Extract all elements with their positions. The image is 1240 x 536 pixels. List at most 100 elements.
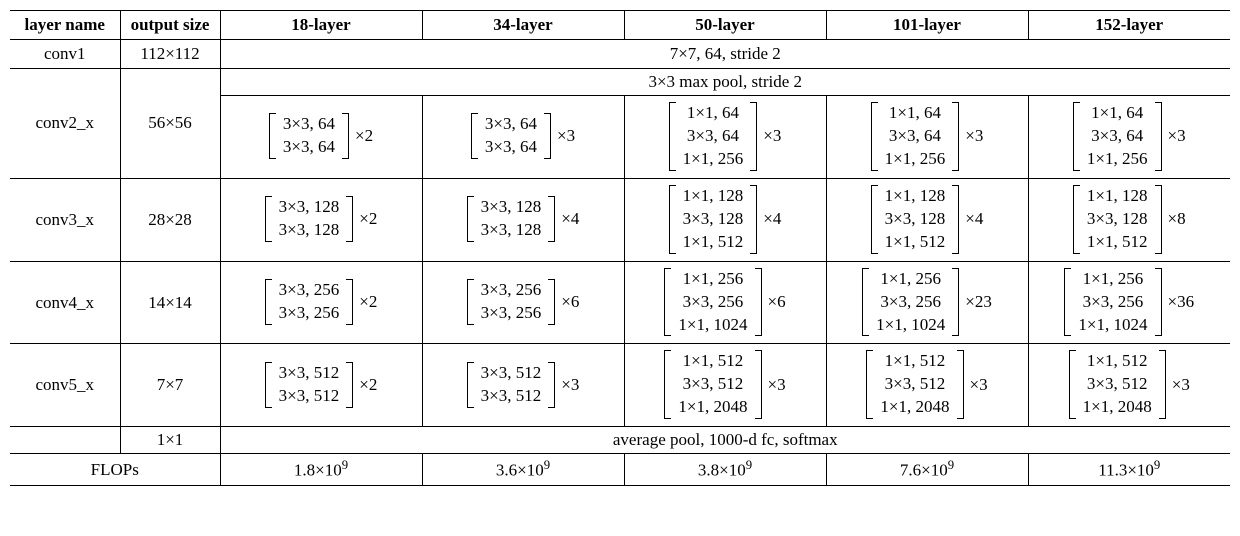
block-line: 1×1, 128 xyxy=(1087,185,1148,208)
block-multiplier: ×3 xyxy=(759,126,781,146)
block-cell: 1×1, 643×3, 641×1, 256 ×3 xyxy=(624,96,826,179)
block-multiplier: ×4 xyxy=(557,209,579,229)
block-multiplier: ×23 xyxy=(961,292,992,312)
block-cell: 1×1, 1283×3, 1281×1, 512 ×4 xyxy=(624,178,826,261)
block-cell: 1×1, 1283×3, 1281×1, 512×8 xyxy=(1028,178,1230,261)
block-line: 3×3, 256 xyxy=(876,291,945,314)
header-net-3: 101-layer xyxy=(826,11,1028,40)
block-line: 1×1, 128 xyxy=(683,185,744,208)
block-line: 3×3, 512 xyxy=(678,373,747,396)
block-line: 1×1, 256 xyxy=(678,268,747,291)
block-cell: 3×3, 643×3, 64×3 xyxy=(422,96,624,179)
block-line: 3×3, 64 xyxy=(1087,125,1148,148)
conv1-name: conv1 xyxy=(10,40,120,69)
block-cell: 1×1, 5123×3, 5121×1, 2048 ×3 xyxy=(826,344,1028,427)
block-line: 3×3, 128 xyxy=(279,196,340,219)
flops-0: 1.8×109 xyxy=(220,454,422,486)
resnet-arch-table: layer name output size 18-layer 34-layer… xyxy=(10,10,1230,486)
block-line: 1×1, 128 xyxy=(885,185,946,208)
block-line: 3×3, 64 xyxy=(485,113,537,136)
block-line: 3×3, 64 xyxy=(683,125,744,148)
block-line: 3×3, 512 xyxy=(880,373,949,396)
block-line: 3×3, 256 xyxy=(279,279,340,302)
header-net-2: 50-layer xyxy=(624,11,826,40)
block-line: 1×1, 256 xyxy=(683,148,744,171)
block-line: 1×1, 1024 xyxy=(1078,314,1147,337)
block-multiplier: ×3 xyxy=(1168,375,1190,395)
block-multiplier: ×2 xyxy=(351,126,373,146)
block-line: 1×1, 64 xyxy=(885,102,946,125)
block-multiplier: ×6 xyxy=(557,292,579,312)
tail-name xyxy=(10,427,120,454)
conv4x-row: conv4_x14×143×3, 2563×3, 256×23×3, 2563×… xyxy=(10,261,1230,344)
block-multiplier: ×6 xyxy=(764,292,786,312)
block-cell: 1×1, 5123×3, 5121×1, 2048×3 xyxy=(1028,344,1230,427)
block-line: 3×3, 128 xyxy=(481,196,542,219)
block-line: 1×1, 256 xyxy=(885,148,946,171)
block-line: 3×3, 128 xyxy=(279,219,340,242)
pool-spec: 3×3 max pool, stride 2 xyxy=(220,69,1230,96)
stage-output: 7×7 xyxy=(120,344,220,427)
block-line: 3×3, 64 xyxy=(885,125,946,148)
block-line: 1×1, 256 xyxy=(1078,268,1147,291)
block-multiplier: ×2 xyxy=(355,209,377,229)
block-cell: 3×3, 2563×3, 256 ×6 xyxy=(422,261,624,344)
conv1-output: 112×112 xyxy=(120,40,220,69)
conv2x-name: conv2_x xyxy=(10,69,120,179)
block-cell: 1×1, 643×3, 641×1, 256×3 xyxy=(826,96,1028,179)
block-multiplier: ×3 xyxy=(557,375,579,395)
block-line: 1×1, 512 xyxy=(885,231,946,254)
block-line: 3×3, 128 xyxy=(885,208,946,231)
block-line: 1×1, 512 xyxy=(1083,350,1152,373)
block-line: 1×1, 256 xyxy=(1087,148,1148,171)
block-line: 1×1, 64 xyxy=(683,102,744,125)
block-cell: 1×1, 643×3, 641×1, 256×3 xyxy=(1028,96,1230,179)
stage-name: conv5_x xyxy=(10,344,120,427)
block-line: 3×3, 512 xyxy=(279,385,340,408)
flops-2: 3.8×109 xyxy=(624,454,826,486)
conv1-spec: 7×7, 64, stride 2 xyxy=(220,40,1230,69)
block-line: 1×1, 256 xyxy=(876,268,945,291)
header-net-0: 18-layer xyxy=(220,11,422,40)
block-line: 1×1, 512 xyxy=(678,350,747,373)
block-multiplier: ×2 xyxy=(355,375,377,395)
block-line: 3×3, 256 xyxy=(678,291,747,314)
block-line: 1×1, 2048 xyxy=(880,396,949,419)
block-line: 1×1, 512 xyxy=(1087,231,1148,254)
header-output-size: output size xyxy=(120,11,220,40)
block-multiplier: ×3 xyxy=(553,126,575,146)
flops-4: 11.3×109 xyxy=(1028,454,1230,486)
block-line: 3×3, 128 xyxy=(683,208,744,231)
block-multiplier: ×4 xyxy=(961,209,983,229)
block-multiplier: ×36 xyxy=(1164,292,1195,312)
block-line: 3×3, 256 xyxy=(481,302,542,325)
block-line: 3×3, 512 xyxy=(481,362,542,385)
block-cell: 1×1, 2563×3, 2561×1, 1024 ×6 xyxy=(624,261,826,344)
block-cell: 3×3, 1283×3, 128 ×2 xyxy=(220,178,422,261)
block-cell: 1×1, 2563×3, 2561×1, 1024×23 xyxy=(826,261,1028,344)
block-cell: 1×1, 1283×3, 1281×1, 512 ×4 xyxy=(826,178,1028,261)
block-multiplier: ×3 xyxy=(966,375,988,395)
block-line: 3×3, 256 xyxy=(279,302,340,325)
block-multiplier: ×8 xyxy=(1164,209,1186,229)
block-line: 1×1, 2048 xyxy=(678,396,747,419)
flops-label: FLOPs xyxy=(10,454,220,486)
conv3x-row: conv3_x28×283×3, 1283×3, 128×23×3, 1283×… xyxy=(10,178,1230,261)
block-cell: 3×3, 643×3, 64 ×2 xyxy=(220,96,422,179)
block-line: 1×1, 1024 xyxy=(678,314,747,337)
block-line: 1×1, 512 xyxy=(880,350,949,373)
flops-1: 3.6×109 xyxy=(422,454,624,486)
header-net-1: 34-layer xyxy=(422,11,624,40)
block-multiplier: ×3 xyxy=(1164,126,1186,146)
block-multiplier: ×4 xyxy=(759,209,781,229)
conv5x-row: conv5_x7×73×3, 5123×3, 512×23×3, 5123×3,… xyxy=(10,344,1230,427)
block-multiplier: ×3 xyxy=(764,375,786,395)
block-line: 3×3, 256 xyxy=(1078,291,1147,314)
stage-name: conv3_x xyxy=(10,178,120,261)
block-line: 3×3, 64 xyxy=(283,136,335,159)
block-line: 3×3, 256 xyxy=(481,279,542,302)
block-line: 3×3, 64 xyxy=(283,113,335,136)
block-line: 3×3, 512 xyxy=(279,362,340,385)
conv2x-output: 56×56 xyxy=(120,69,220,179)
block-line: 1×1, 512 xyxy=(683,231,744,254)
